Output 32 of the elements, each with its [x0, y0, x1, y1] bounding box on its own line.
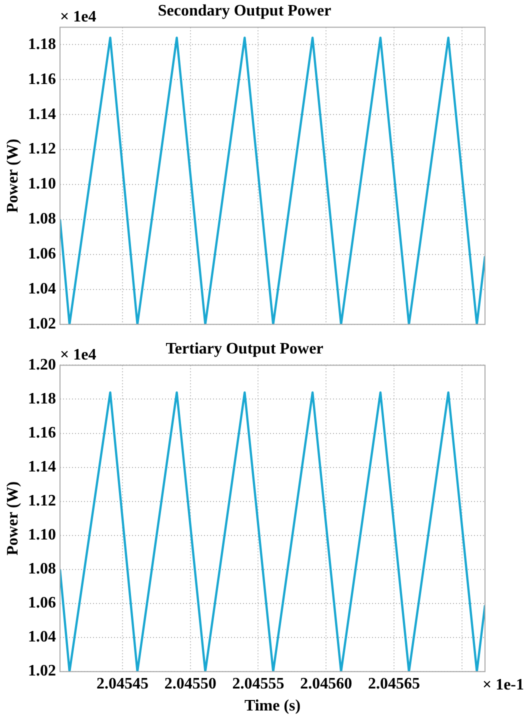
y-tick-label: 1.14	[28, 106, 56, 123]
y-tick-label: 1.16	[28, 424, 56, 442]
y-tick-label: 1.06	[28, 594, 56, 612]
y-tick-label: 1.02	[28, 316, 56, 333]
x-tick-label: 2.04545	[96, 675, 148, 692]
y-tick-label: 1.12	[28, 140, 56, 158]
x-tick-label: 2.04550	[164, 675, 216, 692]
x-tick-label: 2.04555	[232, 675, 284, 692]
text: × 1e4	[60, 8, 96, 26]
y-tick-label: 1.04	[28, 628, 56, 646]
chart-title: Tertiary Output Power	[166, 340, 324, 358]
y-tick-label: 1.04	[28, 280, 56, 298]
y-tick-label: 1.16	[28, 70, 56, 88]
text: × 1e-1	[482, 676, 524, 694]
y-axis-title: Power (W)	[4, 138, 22, 213]
y-tick-label: 1.12	[28, 492, 56, 510]
x-tick-label: 2.04560	[300, 675, 352, 692]
y-tick-label: 1.08	[28, 210, 56, 228]
y-tick-label: 1.18	[28, 390, 56, 408]
y-tick-label: 1.10	[28, 526, 56, 544]
chart-title: Secondary Output Power	[158, 2, 332, 20]
y-axis-title: Power (W)	[4, 481, 22, 556]
y-tick-label: 1.10	[28, 176, 56, 193]
y-tick-label: 1.18	[28, 36, 56, 53]
y-tick-label: 1.20	[28, 356, 56, 374]
text: × 1e4	[60, 346, 96, 364]
y-tick-label: 1.06	[28, 246, 56, 263]
y-tick-label: 1.14	[28, 458, 56, 476]
x-tick-label: 2.04565	[368, 675, 420, 692]
y-tick-label: 1.02	[28, 662, 56, 680]
y-tick-label: 1.08	[28, 560, 56, 578]
x-axis-title: Time (s)	[244, 698, 301, 715]
